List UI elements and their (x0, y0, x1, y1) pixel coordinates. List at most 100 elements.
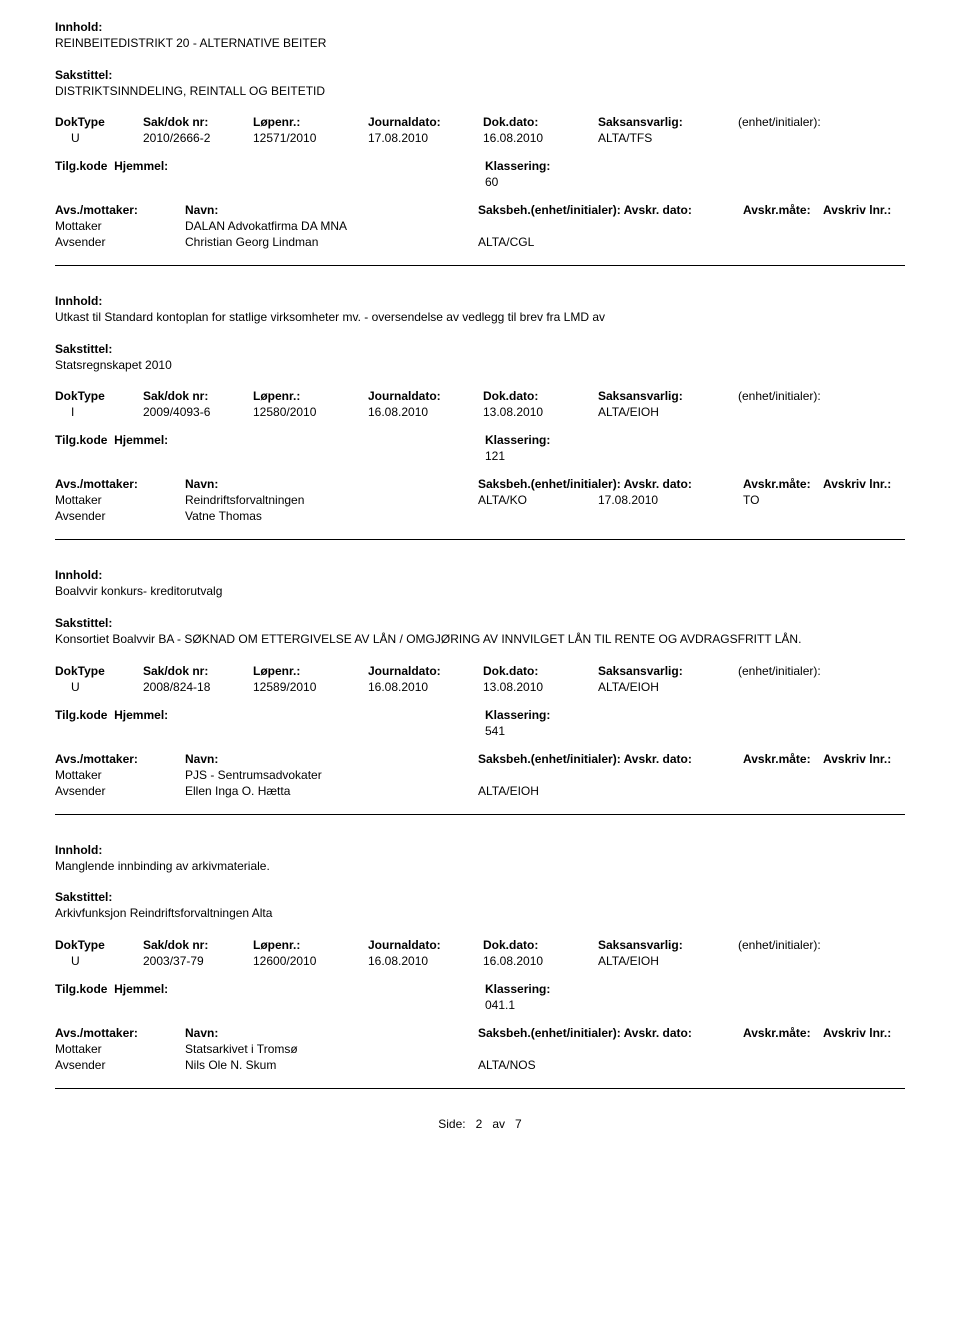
innhold-label: Innhold: (55, 20, 905, 34)
saksansvarlig-label: Saksansvarlig: (598, 664, 738, 678)
mottaker-navn: PJS - Sentrumsadvokater (185, 768, 478, 782)
footer-side-label: Side: (438, 1117, 465, 1131)
enhet-init-label: (enhet/initialer): (738, 664, 888, 678)
avsender-role: Avsender (55, 509, 185, 523)
enhet-init-value (738, 680, 888, 694)
sakdoknr-value: 2009/4093-6 (143, 405, 253, 419)
navn-label: Navn: (185, 1026, 478, 1040)
innhold-label: Innhold: (55, 568, 905, 582)
lopenr-value: 12580/2010 (253, 405, 368, 419)
avsmot-label: Avs./mottaker: (55, 752, 185, 766)
innhold-label: Innhold: (55, 843, 905, 857)
lopenr-value: 12571/2010 (253, 131, 368, 145)
klassering-value: 121 (485, 449, 905, 463)
dokdato-value: 13.08.2010 (483, 405, 598, 419)
sakdoknr-label: Sak/dok nr: (143, 389, 253, 403)
mottaker-avskrmate (743, 768, 833, 782)
saksansvarlig-label: Saksansvarlig: (598, 389, 738, 403)
avskrmate-label: Avskr.måte: (743, 477, 823, 491)
tilgkode-label: Tilg.kode (55, 982, 107, 996)
avsender-role: Avsender (55, 784, 185, 798)
sakstittel-label: Sakstittel: (55, 68, 905, 82)
avsender-kode (478, 509, 905, 523)
klassering-value: 041.1 (485, 998, 905, 1012)
hjemmel-label: Hjemmel: (111, 708, 168, 722)
mottaker-navn: Statsarkivet i Tromsø (185, 1042, 478, 1056)
saksansvarlig-value: ALTA/EIOH (598, 680, 738, 694)
enhet-init-label: (enhet/initialer): (738, 115, 888, 129)
mottaker-navn: DALAN Advokatfirma DA MNA (185, 219, 478, 233)
dokdato-label: Dok.dato: (483, 115, 598, 129)
journal-entry: Innhold: Boalvvir konkurs- kreditorutval… (55, 568, 905, 814)
doktype-value: U (55, 954, 143, 968)
journaldato-value: 17.08.2010 (368, 131, 483, 145)
klassering-value: 60 (485, 175, 905, 189)
avskrivlnr-label: Avskriv lnr.: (823, 752, 913, 766)
mottaker-navn: Reindriftsforvaltningen (185, 493, 478, 507)
saksansvarlig-value: ALTA/TFS (598, 131, 738, 145)
journaldato-label: Journaldato: (368, 389, 483, 403)
enhet-init-label: (enhet/initialer): (738, 938, 888, 952)
lopenr-value: 12600/2010 (253, 954, 368, 968)
innhold-text: Utkast til Standard kontoplan for statli… (55, 310, 905, 326)
journaldato-label: Journaldato: (368, 664, 483, 678)
lopenr-value: 12589/2010 (253, 680, 368, 694)
doktype-value: U (55, 680, 143, 694)
mottaker-avskrdato (598, 768, 743, 782)
saksansvarlig-value: ALTA/EIOH (598, 405, 738, 419)
mottaker-role: Mottaker (55, 1042, 185, 1056)
lopenr-label: Løpenr.: (253, 115, 368, 129)
klassering-value: 541 (485, 724, 905, 738)
tilgkode-label: Tilg.kode (55, 159, 107, 173)
tilgkode-label: Tilg.kode (55, 708, 107, 722)
journal-entry: Innhold: Manglende innbinding av arkivma… (55, 843, 905, 1089)
sakdoknr-label: Sak/dok nr: (143, 115, 253, 129)
mottaker-saksbeh (478, 768, 598, 782)
journal-entry: Innhold: REINBEITEDISTRIKT 20 - ALTERNAT… (55, 20, 905, 266)
avsmot-label: Avs./mottaker: (55, 203, 185, 217)
klassering-label: Klassering: (485, 433, 905, 447)
sakstittel-label: Sakstittel: (55, 342, 905, 356)
avsender-kode: ALTA/NOS (478, 1058, 905, 1072)
journaldato-label: Journaldato: (368, 938, 483, 952)
enhet-init-label: (enhet/initialer): (738, 389, 888, 403)
tilgkode-label: Tilg.kode (55, 433, 107, 447)
saksbeh-avskrdato-label: Saksbeh.(enhet/initialer): Avskr. dato: (478, 203, 743, 217)
sakdoknr-label: Sak/dok nr: (143, 938, 253, 952)
journal-entry: Innhold: Utkast til Standard kontoplan f… (55, 294, 905, 540)
navn-label: Navn: (185, 752, 478, 766)
avsender-navn: Nils Ole N. Skum (185, 1058, 478, 1072)
hjemmel-label: Hjemmel: (111, 159, 168, 173)
dokdato-label: Dok.dato: (483, 664, 598, 678)
saksansvarlig-label: Saksansvarlig: (598, 938, 738, 952)
hjemmel-label: Hjemmel: (111, 433, 168, 447)
mottaker-role: Mottaker (55, 219, 185, 233)
lopenr-label: Løpenr.: (253, 664, 368, 678)
avskrmate-label: Avskr.måte: (743, 1026, 823, 1040)
sakstittel-label: Sakstittel: (55, 890, 905, 904)
sakdoknr-value: 2008/824-18 (143, 680, 253, 694)
page-footer: Side: 2 av 7 (55, 1117, 905, 1131)
dokdato-value: 16.08.2010 (483, 954, 598, 968)
sakstittel-text: Arkivfunksjon Reindriftsforvaltningen Al… (55, 906, 905, 922)
doktype-label: DokType (55, 938, 143, 952)
innhold-label: Innhold: (55, 294, 905, 308)
dokdato-value: 16.08.2010 (483, 131, 598, 145)
document-page: Innhold: REINBEITEDISTRIKT 20 - ALTERNAT… (0, 0, 960, 1151)
navn-label: Navn: (185, 477, 478, 491)
saksbeh-avskrdato-label: Saksbeh.(enhet/initialer): Avskr. dato: (478, 477, 743, 491)
lopenr-label: Løpenr.: (253, 389, 368, 403)
avskrivlnr-label: Avskriv lnr.: (823, 477, 913, 491)
avsender-role: Avsender (55, 1058, 185, 1072)
doktype-value: I (55, 405, 143, 419)
doktype-value: U (55, 131, 143, 145)
mottaker-avskrmate (743, 1042, 833, 1056)
klassering-label: Klassering: (485, 708, 905, 722)
avsmot-label: Avs./mottaker: (55, 1026, 185, 1040)
sakdoknr-value: 2010/2666-2 (143, 131, 253, 145)
sakdoknr-value: 2003/37-79 (143, 954, 253, 968)
avskrivlnr-label: Avskriv lnr.: (823, 1026, 913, 1040)
avsender-role: Avsender (55, 235, 185, 249)
innhold-text: Manglende innbinding av arkivmateriale. (55, 859, 905, 875)
mottaker-avskrdato (598, 219, 743, 233)
